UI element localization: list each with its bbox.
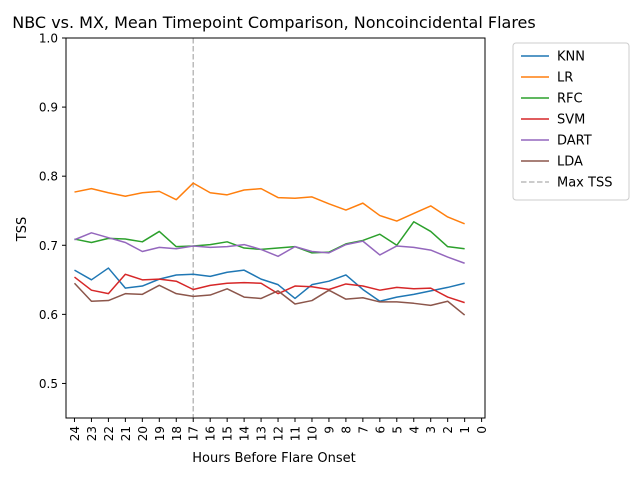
legend-label-svm: SVM: [557, 113, 585, 128]
series-line-lda: [73, 282, 466, 316]
x-tick-label: 14: [238, 426, 252, 441]
x-tick-label: 22: [102, 426, 116, 441]
y-axis-label: TSS: [15, 217, 30, 242]
x-tick-label: 19: [153, 426, 167, 441]
legend-label-dart: DART: [557, 134, 592, 149]
series-line-svm: [74, 273, 465, 304]
legend-label-lr: LR: [557, 71, 573, 86]
y-tick-label: 1.0: [39, 32, 58, 46]
x-tick-label: 1: [458, 426, 472, 434]
x-tick-label: 21: [119, 426, 133, 441]
legend-label-max-tss: Max TSS: [557, 176, 612, 191]
series-line-lr: [74, 182, 465, 225]
x-tick-label: 24: [68, 426, 82, 441]
y-tick-label: 0.9: [39, 101, 58, 115]
x-tick-label: 5: [390, 426, 404, 434]
x-tick-label: 13: [255, 426, 269, 441]
plot-area: 0.50.60.70.80.91.024 23 22 21 20 19 18 17 16 15 14…: [39, 32, 489, 442]
x-tick-label: 2: [441, 426, 455, 434]
legend: KNN LR RFC SVM DART LDA Max TSS: [512, 42, 630, 201]
x-tick-label: 12: [272, 426, 286, 441]
x-axis-label: Hours Before Flare Onset: [192, 451, 355, 466]
x-tick-label: 15: [221, 426, 235, 441]
series-line-rfc: [74, 221, 465, 254]
x-tick-label: 6: [373, 426, 387, 434]
x-tick-label: 8: [339, 426, 353, 434]
y-tick-label: 0.8: [39, 170, 58, 184]
series-line-knn: [74, 267, 465, 302]
series-line-dart: [74, 232, 465, 264]
legend-label-knn: KNN: [557, 50, 585, 65]
y-tick-label: 0.6: [39, 308, 58, 322]
x-tick-label: 0: [475, 426, 489, 434]
x-tick-label: 20: [136, 426, 150, 441]
x-tick-label: 17: [187, 426, 201, 441]
x-tick-label: 10: [305, 426, 319, 441]
x-tick-label: 4: [407, 426, 421, 434]
y-tick-label: 0.7: [39, 239, 58, 253]
x-tick-label: 9: [322, 426, 336, 434]
chart-title: NBC vs. MX, Mean Timepoint Comparison, N…: [12, 13, 535, 32]
x-tick-label: 11: [289, 426, 303, 441]
legend-label-lda: LDA: [557, 155, 583, 170]
x-tick-label: 7: [356, 426, 370, 434]
x-tick-label: 16: [204, 426, 218, 441]
legend-label-rfc: RFC: [557, 92, 583, 107]
x-tick-label: 23: [85, 426, 99, 441]
x-tick-label: 3: [424, 426, 438, 434]
y-tick-label: 0.5: [39, 377, 58, 391]
x-tick-label: 18: [170, 426, 184, 441]
plot-frame: [65, 37, 486, 419]
